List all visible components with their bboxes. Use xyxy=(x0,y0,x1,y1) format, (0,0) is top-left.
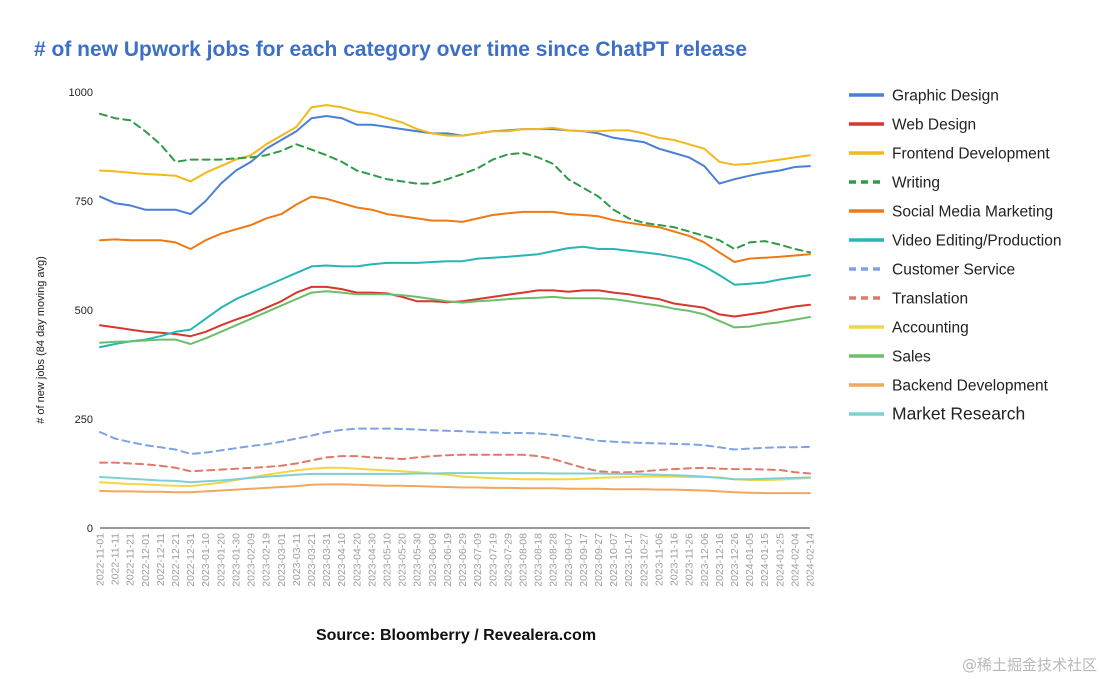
x-tick-label: 2023-03-31 xyxy=(321,533,333,587)
x-tick-label: 2023-11-26 xyxy=(684,533,696,586)
x-tick-label: 2023-10-27 xyxy=(638,533,650,587)
x-tick-label: 2023-01-30 xyxy=(230,533,242,587)
x-tick-label: 2023-08-08 xyxy=(517,533,529,587)
x-tick-label: 2023-11-06 xyxy=(653,533,665,586)
legend-label: Social Media Marketing xyxy=(892,204,1053,221)
x-tick-label: 2024-01-25 xyxy=(774,533,786,587)
x-tick-label: 2023-03-11 xyxy=(291,533,303,586)
x-tick-label: 2024-01-05 xyxy=(744,533,756,587)
y-tick-label: 750 xyxy=(75,196,93,208)
series-line xyxy=(99,195,811,263)
x-tick-label: 2022-11-11 xyxy=(110,533,122,585)
x-tick-label: 2023-03-01 xyxy=(276,533,288,587)
legend-label: Web Design xyxy=(892,117,976,134)
x-tick-label: 2022-11-21 xyxy=(125,533,137,586)
legend-label: Accounting xyxy=(892,320,969,337)
x-tick-label: 2023-07-09 xyxy=(472,533,484,587)
x-tick-label: 2024-01-15 xyxy=(759,533,771,587)
x-tick-label: 2023-06-19 xyxy=(442,533,454,587)
x-tick-label: 2024-02-04 xyxy=(789,533,801,587)
x-tick-label: 2023-04-30 xyxy=(366,533,378,587)
legend-label: Backend Development xyxy=(892,378,1049,395)
x-tick-label: 2023-01-10 xyxy=(200,533,212,587)
x-tick-label: 2023-11-16 xyxy=(669,533,681,586)
series-line xyxy=(99,245,811,349)
series-line xyxy=(99,453,811,475)
x-tick-label: 2023-05-20 xyxy=(397,533,409,587)
series-line xyxy=(99,472,811,484)
x-tick-label: 2023-09-27 xyxy=(593,533,605,587)
x-tick-label: 2023-04-20 xyxy=(351,533,363,587)
y-tick-label: 0 xyxy=(87,523,93,535)
x-tick-label: 2023-05-10 xyxy=(382,533,394,587)
watermark-text: @稀土掘金技术社区 xyxy=(962,656,1097,674)
series-line xyxy=(99,285,811,338)
y-tick-group: 0 250 500 750 1000 xyxy=(69,87,93,535)
x-tick-label: 2023-03-21 xyxy=(306,533,318,587)
series-line xyxy=(99,290,811,345)
x-tick-label: 2023-09-17 xyxy=(578,533,590,587)
series-line xyxy=(99,466,811,488)
x-tick-label: 2022-12-01 xyxy=(140,533,152,587)
series-line xyxy=(99,112,811,254)
x-tick-label: 2023-10-17 xyxy=(623,533,635,587)
x-tick-label: 2023-12-16 xyxy=(714,533,726,587)
series-line xyxy=(99,115,811,216)
x-tick-label: 2023-08-28 xyxy=(548,533,560,587)
x-tick-group: 2022-11-01 2022-11-11 2022-11-21 2022-12-01… xyxy=(95,533,817,587)
legend-label: Market Research xyxy=(892,404,1025,424)
x-tick-label: 2023-05-30 xyxy=(412,533,424,587)
series-lines xyxy=(99,104,811,495)
y-tick-label: 250 xyxy=(75,414,93,426)
x-tick-label: 2023-02-09 xyxy=(246,533,258,587)
legend-label: Writing xyxy=(892,175,940,192)
x-tick-label: 2022-12-21 xyxy=(170,533,182,587)
x-tick-label: 2023-10-07 xyxy=(608,533,620,587)
x-tick-label: 2023-04-10 xyxy=(336,533,348,587)
x-tick-label: 2023-01-20 xyxy=(215,533,227,587)
source-caption: Source: Bloomberry / Revealera.com xyxy=(316,627,596,644)
x-tick-label: 2023-07-19 xyxy=(487,533,499,587)
x-tick-label: 2023-06-29 xyxy=(457,533,469,587)
y-tick-label: 1000 xyxy=(69,87,93,99)
legend-label: Customer Service xyxy=(892,262,1015,279)
series-line xyxy=(99,427,811,455)
x-tick-label: 2023-08-18 xyxy=(533,533,545,587)
x-tick-label: 2023-07-29 xyxy=(502,533,514,587)
chart-title: # of new Upwork jobs for each category o… xyxy=(34,38,747,61)
x-tick-label: 2023-12-26 xyxy=(729,533,741,587)
x-tick-label: 2023-02-19 xyxy=(261,533,273,587)
legend-label: Translation xyxy=(892,291,968,308)
legend: Graphic Design Web Design Frontend Develop… xyxy=(849,88,1061,424)
x-tick-label: 2023-12-06 xyxy=(699,533,711,587)
legend-label: Frontend Development xyxy=(892,146,1050,163)
legend-label: Graphic Design xyxy=(892,88,999,105)
legend-label: Video Editing/Production xyxy=(892,233,1061,250)
y-axis-label: # of new jobs (84 day moving avg) xyxy=(35,256,47,424)
x-tick-label: 2022-12-11 xyxy=(155,533,167,586)
x-tick-label: 2024-02-14 xyxy=(805,533,817,587)
x-tick-label: 2023-09-07 xyxy=(563,533,575,587)
series-line xyxy=(99,483,811,495)
x-tick-label: 2022-11-01 xyxy=(95,533,107,586)
series-line xyxy=(99,104,811,183)
legend-label: Sales xyxy=(892,349,931,366)
x-tick-label: 2022-12-31 xyxy=(185,533,197,587)
y-tick-label: 500 xyxy=(75,305,93,317)
x-tick-label: 2023-06-09 xyxy=(427,533,439,587)
